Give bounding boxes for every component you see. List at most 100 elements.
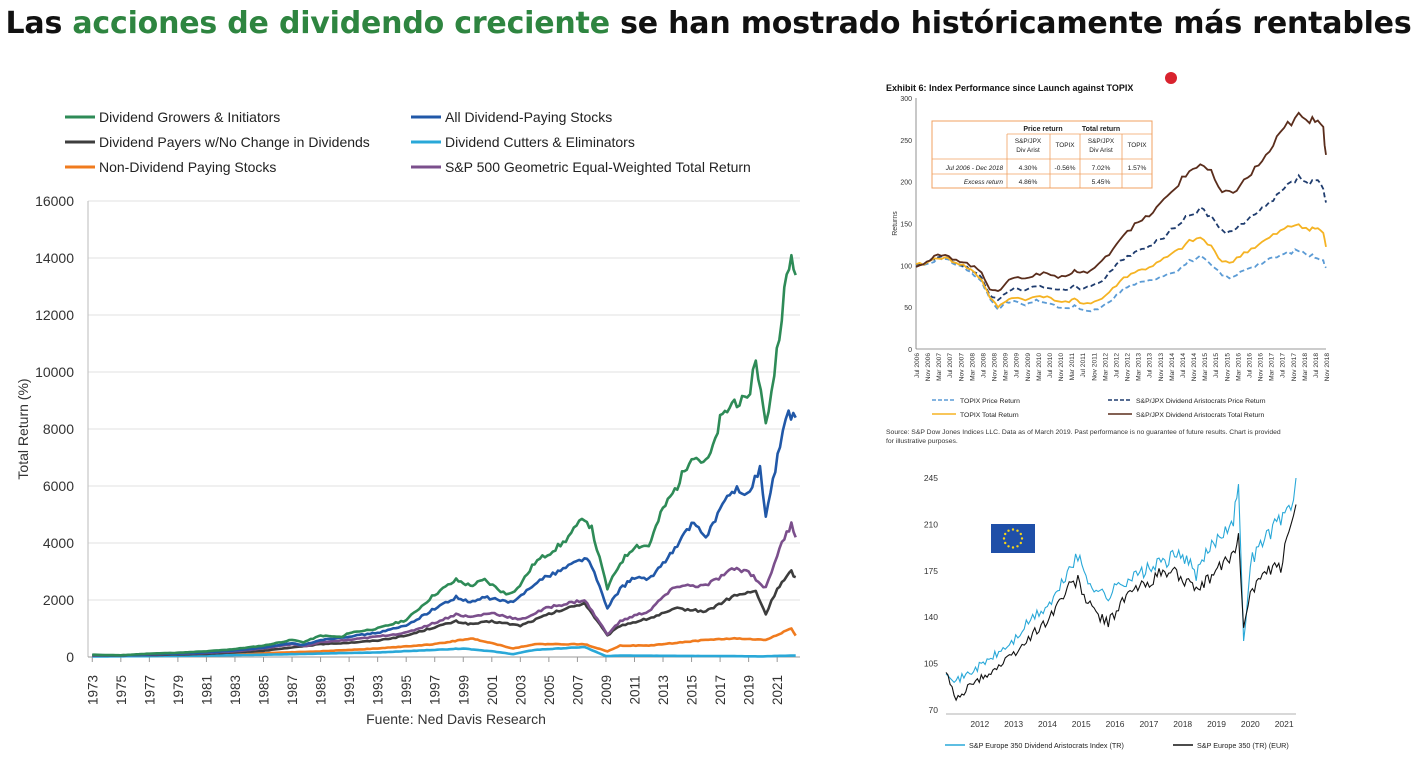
x-tick-label: 2009: [599, 675, 614, 705]
y-tick-label: 300: [900, 96, 912, 103]
x-tick-label: 2003: [513, 675, 528, 705]
x-tick-label: Nov 2009: [1025, 353, 1032, 382]
table-col-header: Div Arist: [1089, 147, 1113, 154]
eu-flag-star: [1019, 532, 1022, 536]
table-cell: 7.02%: [1092, 165, 1111, 172]
eu-flag-star: [1019, 541, 1022, 545]
chart-title: Exhibit 6: Index Performance since Launc…: [886, 83, 1133, 93]
x-tick-label: Mar 2013: [1136, 353, 1143, 381]
headline-highlight: acciones de dividendo creciente: [72, 6, 610, 41]
source-note: for illustrative purposes.: [886, 438, 958, 445]
x-tick-label: 1991: [342, 675, 357, 705]
table-group-header: Price return: [1023, 126, 1062, 133]
x-tick-label: Nov 2013: [1158, 353, 1165, 382]
eu-flag-star: [1020, 537, 1024, 540]
y-tick-label: 200: [900, 180, 912, 187]
y-tick-label: 0: [908, 347, 912, 354]
x-tick-label: 1981: [199, 675, 214, 705]
x-tick-label: 2020: [1241, 719, 1260, 729]
source-note: Source: S&P Dow Jones Indices LLC. Data …: [886, 429, 1281, 436]
x-tick-label: Mar 2016: [1235, 353, 1242, 381]
x-tick-label: 2001: [485, 675, 500, 705]
legend-label: S&P 500 Geometric Equal-Weighted Total R…: [445, 159, 751, 175]
x-tick-label: Mar 2011: [1069, 353, 1076, 381]
x-tick-label: Nov 2006: [925, 353, 932, 382]
x-tick-label: 2016: [1106, 719, 1125, 729]
headline-part1: Las: [5, 6, 73, 41]
eu-flag-star: [1004, 541, 1007, 545]
x-tick-label: Mar 2012: [1102, 353, 1109, 381]
y-axis-title: Total Return (%): [15, 378, 31, 479]
series-line: [915, 248, 1327, 313]
x-tick-label: 1979: [171, 675, 186, 705]
x-tick-label: 1995: [399, 675, 414, 705]
x-tick-label: 2017: [713, 675, 728, 705]
y-tick-label: 8000: [43, 421, 74, 437]
x-tick-label: Jul 2010: [1047, 353, 1054, 378]
series-line: [92, 521, 797, 657]
headline: Las acciones de dividendo creciente se h…: [0, 6, 1417, 41]
x-tick-label: 2007: [570, 675, 585, 705]
y-tick-label: 16000: [35, 193, 74, 209]
table-cell: 4.30%: [1019, 165, 1038, 172]
x-tick-label: 2012: [970, 719, 989, 729]
x-tick-label: 2019: [1207, 719, 1226, 729]
table-col-header: Div Arist: [1016, 147, 1040, 154]
source-note: Fuente: Ned Davis Research: [366, 711, 546, 727]
y-tick-label: 175: [924, 566, 938, 576]
x-tick-label: Mar 2010: [1036, 353, 1043, 381]
eu-flag-star: [1007, 545, 1010, 548]
x-tick-label: Nov 2007: [958, 353, 965, 382]
x-tick-label: Nov 2012: [1125, 353, 1132, 382]
legend-label: All Dividend-Paying Stocks: [445, 109, 612, 125]
x-tick-label: Jul 2011: [1080, 353, 1087, 378]
eu-flag-icon: [991, 524, 1035, 553]
y-tick-label: 10000: [35, 364, 74, 380]
x-tick-label: 1999: [456, 675, 471, 705]
table-col-header: S&P/JPX: [1015, 138, 1042, 145]
x-tick-label: Jul 2014: [1180, 353, 1187, 378]
series-line: [915, 111, 1327, 292]
x-tick-label: 1989: [314, 675, 329, 705]
x-tick-label: Jul 2009: [1014, 353, 1021, 378]
table-col-header: S&P/JPX: [1088, 138, 1115, 145]
series-line: [92, 253, 797, 657]
x-tick-label: 2011: [627, 675, 642, 704]
x-tick-label: 2017: [1139, 719, 1158, 729]
series-line: [945, 477, 1297, 684]
x-tick-label: Jul 2017: [1280, 353, 1287, 378]
x-tick-label: 1997: [428, 675, 443, 705]
legend-label: Non-Dividend Paying Stocks: [99, 159, 276, 175]
europe-chart: 70 105 140 175 210 245 2012 2013 2014 2015 2016 201…: [924, 473, 1297, 750]
x-tick-label: Mar 2014: [1169, 353, 1176, 381]
x-tick-label: 1987: [285, 675, 300, 705]
x-tick-label: 1985: [257, 675, 272, 705]
table-row-label: Excess return: [964, 179, 1004, 186]
eu-flag-star: [1002, 537, 1006, 540]
table-cell: 5.45%: [1092, 179, 1111, 186]
x-tick-label: Jul 2006: [914, 353, 921, 378]
y-tick-label: 250: [900, 138, 912, 145]
series-line: [945, 504, 1297, 702]
y-tick-label: 14000: [35, 250, 74, 266]
y-tick-label: 2000: [43, 592, 74, 608]
x-tick-label: 1977: [142, 675, 157, 705]
japan-chart: Exhibit 6: Index Performance since Launc…: [886, 72, 1331, 445]
eu-flag-star: [1016, 545, 1019, 548]
eu-flag-star: [1011, 546, 1015, 549]
x-tick-label: Jul 2015: [1213, 353, 1220, 378]
y-tick-label: 100: [900, 263, 912, 270]
x-tick-label: 2019: [742, 675, 757, 705]
y-tick-label: 210: [924, 519, 938, 529]
x-tick-label: Jul 2016: [1246, 353, 1253, 378]
x-tick-label: Jul 2018: [1313, 353, 1320, 378]
y-tick-label: 12000: [35, 307, 74, 323]
x-tick-label: 1973: [85, 675, 100, 705]
x-tick-label: Jul 2008: [980, 353, 987, 378]
x-tick-label: Mar 2009: [1003, 353, 1010, 381]
x-tick-label: 2005: [542, 675, 557, 705]
x-tick-label: 2015: [1072, 719, 1091, 729]
table-frame: [931, 120, 1153, 189]
legend-label: S&P Europe 350 Dividend Aristocrats Inde…: [969, 741, 1124, 750]
